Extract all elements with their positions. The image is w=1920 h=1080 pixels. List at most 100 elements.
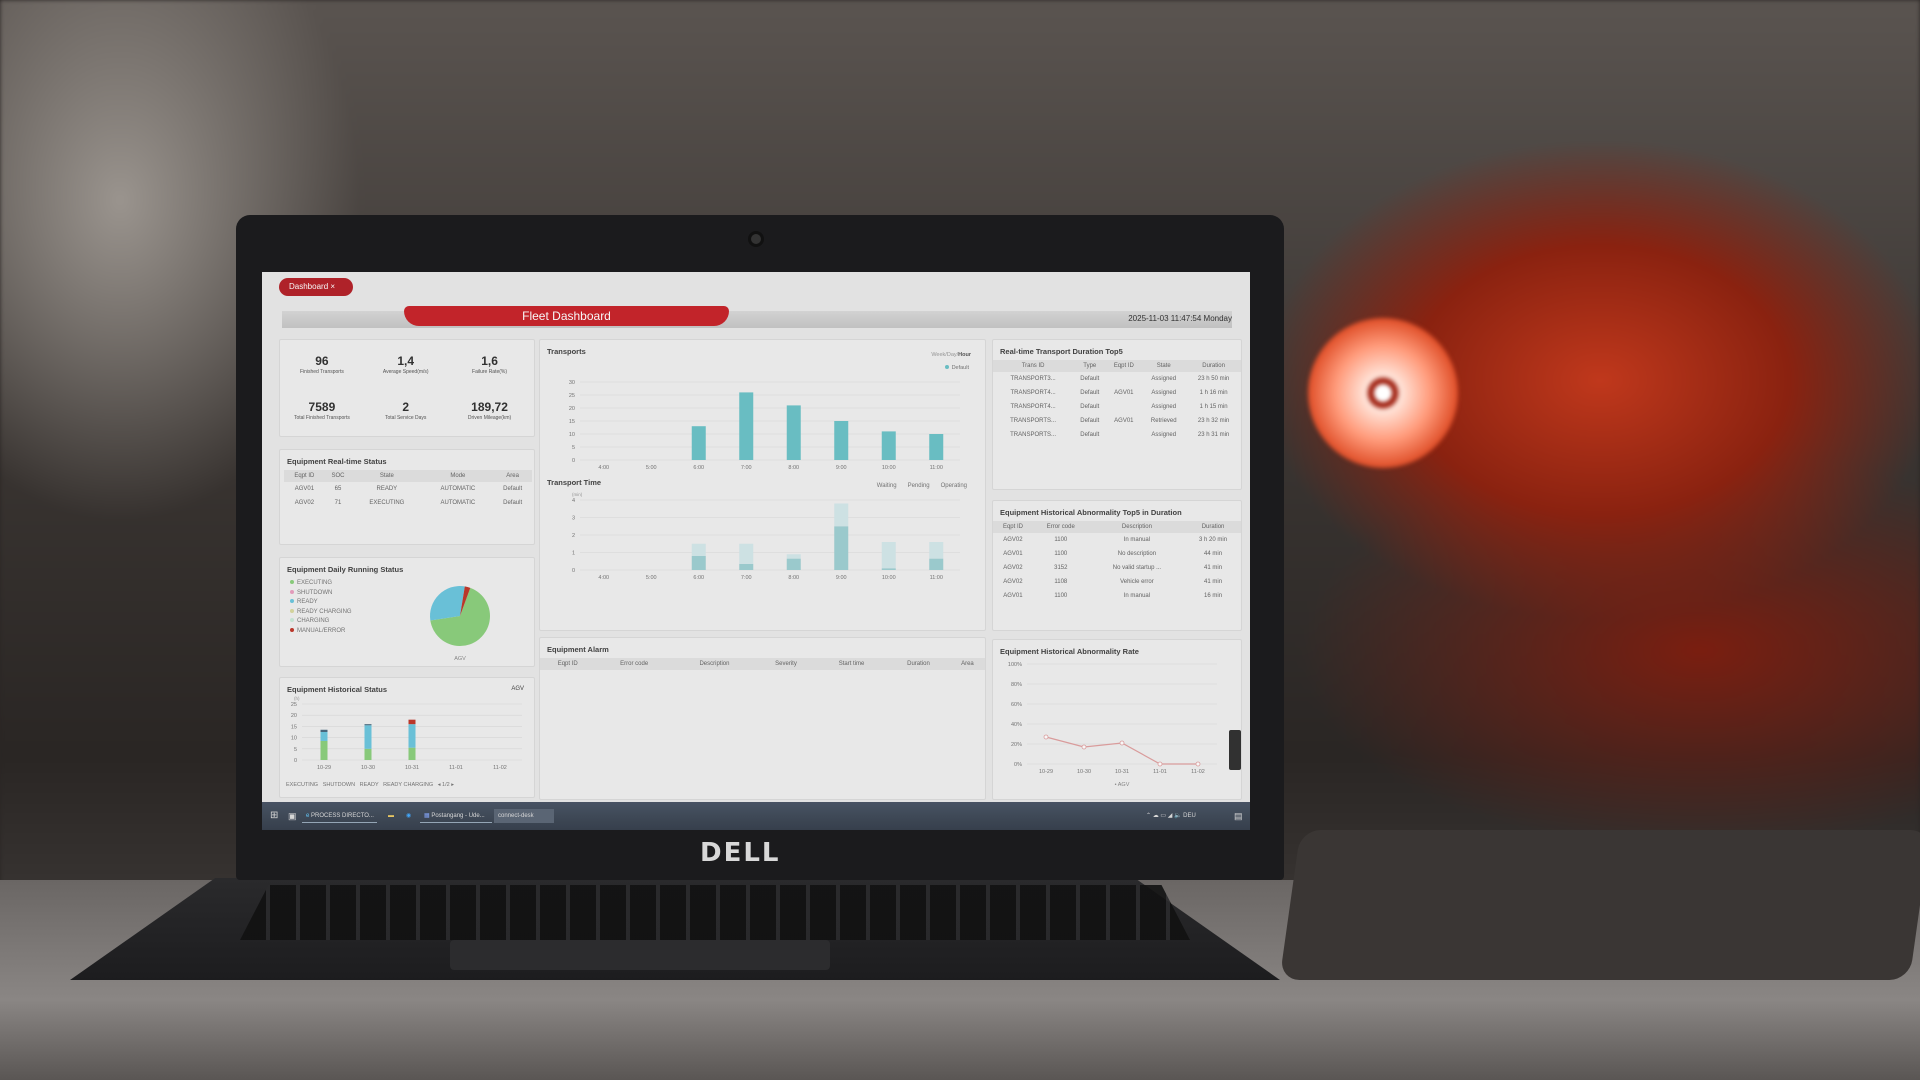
table-row[interactable]: AGV01 1100 No description 44 min	[993, 547, 1241, 561]
tab-dashboard[interactable]: Dashboard ×	[279, 278, 353, 296]
table-row[interactable]: TRANSPORTS... Default AGV01 Retrieved 23 h 3…	[993, 414, 1241, 428]
legend-item[interactable]: SHUTDOWN	[322, 782, 356, 788]
legend-item[interactable]: CHARGING	[290, 618, 352, 624]
y-tick-label: 60%	[1011, 702, 1022, 708]
card-title: Equipment Historical Status	[287, 685, 388, 694]
table-row[interactable]: AGV02 1108 Vehicle error 41 min	[993, 575, 1241, 589]
browser-icon[interactable]: ◉	[406, 813, 412, 819]
table-row[interactable]: TRANSPORT3... Default Assigned 23 h 50 min	[993, 372, 1241, 386]
data-point	[1081, 744, 1087, 750]
edge-icon: e	[306, 813, 310, 819]
legend-dot	[290, 608, 294, 613]
data-point	[1157, 761, 1163, 767]
x-tick-label: 11-01	[1153, 769, 1167, 775]
y-tick-label: 0%	[1014, 762, 1022, 768]
table-cell: Assigned	[1151, 390, 1177, 396]
bar-executing	[408, 747, 416, 760]
historical-status-card: Equipment Historical Status AGV 0 5 10 15 20…	[279, 677, 535, 798]
y-tick-label: 10	[291, 736, 297, 742]
alarm-table: Eqpt ID Error code Description Severity Star…	[540, 658, 985, 670]
laptop-screen: Dashboard × Fleet Dashboard 2025-11-03 1…	[262, 272, 1250, 830]
bar-operating	[691, 556, 706, 570]
table-cell: AGV01	[1114, 390, 1134, 396]
table-row[interactable]: AGV02 3152 No valid startup ... 41 min	[993, 561, 1241, 575]
table-cell: 3152	[1054, 565, 1068, 571]
pie-legend: EXECUTING SHUTDOWN READY READY CHARGING CHAR…	[290, 580, 352, 637]
bar-pending	[691, 543, 706, 556]
legend-item[interactable]: READY CHARGING	[383, 782, 434, 788]
table-row[interactable]: TRANSPORT4... Default Assigned 1 h 15 min	[993, 400, 1241, 414]
language-indicator[interactable]: DEU	[1183, 813, 1196, 819]
legend-item[interactable]: READY	[290, 599, 352, 605]
page-indicator: 1/2	[442, 782, 450, 788]
top5-table: Trans ID Type Eqpt ID State Duration TRANSPOR…	[993, 360, 1241, 442]
car-taillight	[1308, 318, 1458, 468]
abnormality-rate-card: Equipment Historical Abnormality Rate 0%…	[992, 639, 1242, 800]
table-row[interactable]: AGV02 1100 In manual 3 h 20 min	[993, 533, 1241, 547]
bar-manual-error	[408, 719, 416, 725]
bar-default	[929, 434, 944, 460]
historical-legend: EXECUTING SHUTDOWN READY READY CHARGING …	[286, 782, 454, 788]
x-tick-label: 11-02	[493, 765, 507, 771]
period-week[interactable]: Week/	[931, 352, 947, 358]
table-cell: Default	[1080, 432, 1100, 438]
transports-card: Transports Week/Day/Hour Default 0 5 10 15 2…	[539, 339, 986, 631]
legend-item[interactable]: READY CHARGING	[290, 608, 352, 615]
table-cell: Retrieved	[1150, 418, 1177, 424]
table-row[interactable]: AGV02 71 EXECUTING AUTOMATIC Default	[294, 500, 523, 506]
legend-default[interactable]: Default	[944, 365, 969, 371]
bar-operating	[739, 563, 754, 570]
system-tray[interactable]: ⌃ ☁ ▭ ◢ 🔈 DEU	[1146, 813, 1196, 819]
legend-item[interactable]: Operating	[940, 483, 967, 489]
task-view-icon[interactable]: ▣	[288, 811, 297, 821]
table-cell: No valid startup ...	[1112, 565, 1162, 571]
legend-item[interactable]: READY	[359, 782, 379, 788]
x-tick-label: 11-02	[1191, 769, 1205, 775]
file-explorer-icon[interactable]: ▬	[388, 813, 394, 819]
chart-toolbox[interactable]	[1229, 730, 1241, 770]
taskbar-app-edge[interactable]: e PROCESS DIRECTO...	[302, 809, 377, 823]
legend-item[interactable]: MANUAL/ERROR	[290, 627, 352, 634]
taskbar-app-teams[interactable]: ▦ Postangang - Ude...	[420, 809, 492, 823]
abnormality-table: Eqpt ID Error code Description Duration AGV0…	[993, 521, 1241, 603]
table-cell: Default	[1080, 404, 1100, 410]
legend-dot	[290, 599, 294, 603]
abnormality-top5-card: Equipment Historical Abnormality Top5 in…	[992, 500, 1242, 631]
table-row[interactable]: TRANSPORT4... Default AGV01 Assigned 1 h 16 …	[993, 386, 1241, 400]
tab-close-icon[interactable]: ×	[330, 282, 336, 291]
y-tick-label: 40%	[1011, 722, 1022, 728]
legend-item[interactable]: Waiting	[876, 483, 897, 489]
table-row[interactable]: AGV01 65 READY AUTOMATIC Default	[294, 486, 523, 492]
legend-item[interactable]: EXECUTING	[290, 580, 352, 586]
period-day[interactable]: Day/	[946, 352, 959, 358]
page-title: Fleet Dashboard	[404, 306, 729, 326]
legend-item[interactable]: SHUTDOWN	[290, 589, 352, 596]
bar-shutdown	[320, 729, 328, 732]
y-tick-label: 20%	[1011, 742, 1022, 748]
windows-start-icon[interactable]: ⊞	[270, 810, 279, 821]
taskbar-app-connect[interactable]: connect-desk	[494, 809, 554, 823]
bar-ready	[364, 725, 372, 749]
x-tick-label: 11-01	[449, 765, 463, 771]
x-tick-label: 10:00	[882, 465, 896, 471]
x-tick-label: 10:00	[882, 575, 896, 581]
kpi-average-speed: 1,4 Average Speed(m/s)	[382, 354, 429, 375]
filter-select[interactable]: AGV	[511, 686, 524, 692]
table-cell: In manual	[1123, 593, 1151, 599]
legend-item[interactable]: EXECUTING	[286, 782, 319, 788]
table-row[interactable]: TRANSPORTS... Default Assigned 23 h 31 min	[993, 428, 1241, 442]
period-hour[interactable]: Hour	[958, 352, 971, 358]
notification-icon[interactable]: ▤	[1234, 811, 1243, 821]
bar-shutdown	[364, 724, 372, 726]
abnormality-rate-chart: 0% 20% 40% 60% 80% 100% 10-29 10-30 10-31 11-01 11…	[1008, 662, 1217, 788]
table-cell: 1100	[1054, 551, 1068, 557]
legend-item[interactable]: Pending	[907, 483, 930, 489]
table-cell: AGV01	[1114, 418, 1134, 424]
realtime-status-table: Eqpt ID SOC State Mode Area AGV01 65 READY AUTO…	[284, 470, 532, 510]
table-row[interactable]: AGV01 1100 In manual 16 min	[993, 589, 1241, 603]
table-cell: TRANSPORT4...	[1010, 390, 1056, 396]
bar-ready	[320, 732, 328, 741]
prev-page-button[interactable]: ◂	[437, 782, 441, 788]
next-page-button[interactable]: ▸	[451, 782, 454, 788]
bar-pending	[929, 542, 944, 559]
